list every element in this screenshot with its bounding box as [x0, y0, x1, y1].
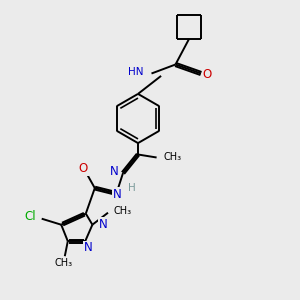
- Text: HN: HN: [128, 67, 143, 77]
- Text: O: O: [79, 162, 88, 175]
- Text: N: N: [112, 188, 122, 201]
- Text: Cl: Cl: [25, 210, 36, 223]
- Text: N: N: [84, 241, 93, 254]
- Text: CH₃: CH₃: [54, 258, 72, 268]
- Text: O: O: [202, 68, 211, 82]
- Text: CH₃: CH₃: [163, 152, 181, 163]
- Text: CH₃: CH₃: [113, 206, 131, 216]
- Text: N: N: [99, 218, 108, 231]
- Text: H: H: [128, 183, 136, 193]
- Text: N: N: [110, 165, 118, 178]
